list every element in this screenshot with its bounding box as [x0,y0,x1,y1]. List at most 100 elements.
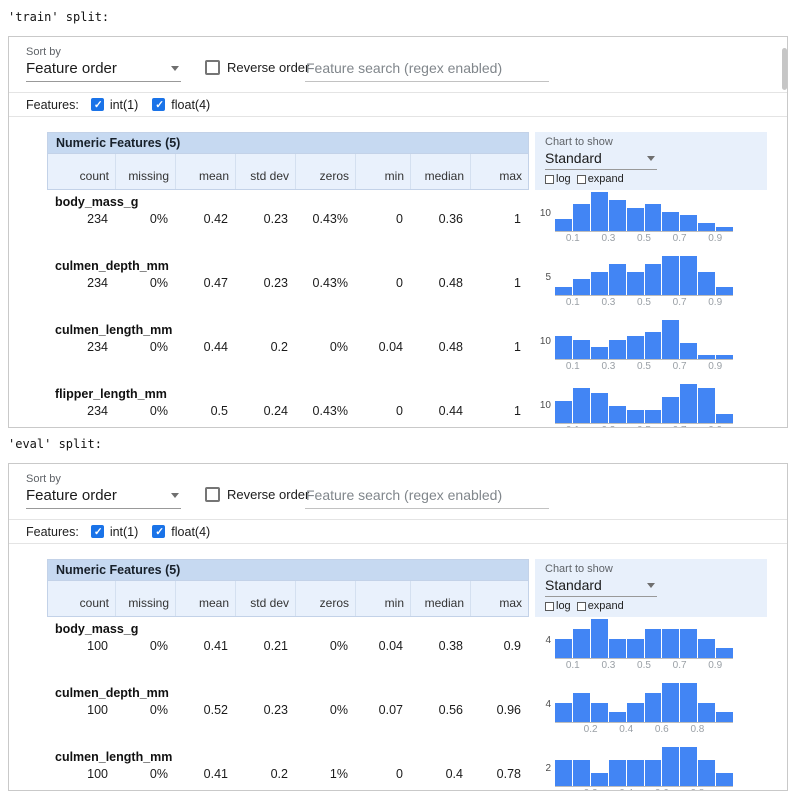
stat-cell: 1 [514,276,521,290]
feature-row: flipper_length_mm 234 0% 0.5 0.24 0.43% 0 0.44 1… [47,382,767,427]
histogram-bar [626,335,644,359]
histogram-bar [644,203,662,231]
feature-name: culmen_length_mm [55,323,173,337]
chart-type-select[interactable]: Standard [545,149,657,170]
col-header-zeros: zeros [295,154,355,189]
chart-type-select[interactable]: Standard [545,576,657,597]
feature-histogram: 10 0.1 0.3 0.5 0.7 0.9 [535,190,767,254]
histogram-plot: 0.1 0.3 0.5 0.7 0.9 [555,192,734,245]
x-tick-label: 0.9 [708,233,723,244]
histogram-bar [590,271,608,295]
stat-cell: 0.9 [503,639,521,653]
checkbox-unchecked-icon [576,174,586,184]
sort-by-group: Sort by Feature order [26,46,181,82]
feature-stats: body_mass_g 100 0% 0.41 0.21 0% 0.04 0.38 0.9 [47,617,529,681]
x-tick-label: 0.4 [619,724,634,735]
col-header-max: max [470,154,528,189]
sort-by-select[interactable]: Feature order [26,58,181,82]
stat-cell: 0.48 [438,276,463,290]
chevron-down-icon [647,155,655,161]
stat-cell: 0.96 [496,703,521,717]
x-tick-label: 0.3 [601,233,616,244]
table-title: Numeric Features (5) [48,560,528,581]
feature-search-input[interactable] [305,485,549,509]
feature-row: culmen_depth_mm 100 0% 0.52 0.23 0% 0.07 0.56 0.… [47,681,767,745]
feature-filter-int[interactable]: int(1) [90,525,138,539]
feature-filter-float[interactable]: float(4) [152,98,210,112]
reverse-order-checkbox[interactable]: Reverse order [205,487,309,502]
controls-row: Sort by Feature order Reverse order [9,37,787,93]
stat-cell: 0 [396,404,403,418]
histogram-bar [680,256,698,295]
y-axis-tick-label: 10 [539,400,551,411]
histogram-bar [716,648,734,658]
sort-by-select[interactable]: Feature order [26,485,181,509]
feature-values: 234 0% 0.42 0.23 0.43% 0 0.36 1 [47,211,529,226]
histogram-bar [555,638,572,658]
table-rows: body_mass_g 234 0% 0.42 0.23 0.43% 0 0.36 1 10 0.1… [47,190,767,427]
histogram-bar [608,199,626,231]
histogram-bar [608,759,626,786]
checkbox-unchecked-icon [205,60,220,75]
feature-row: culmen_length_mm 234 0% 0.44 0.2 0% 0.04 0.48 1 1… [47,318,767,382]
x-tick-label: 0.7 [672,361,687,372]
facets-overview-panel: Sort by Feature order Reverse order Feat… [8,463,788,791]
y-axis-tick-label: 4 [545,635,551,646]
split-section-train: 'train' split: Sort by Feature order Rev… [8,10,788,428]
histogram-bar [662,747,680,786]
facets-overview-panel: Sort by Feature order Reverse order Feat… [8,36,788,428]
histogram-bar [590,773,608,786]
x-tick-label: 0.7 [672,233,687,244]
feature-name: body_mass_g [55,195,139,209]
histogram-bar [608,638,626,658]
histogram-bar [662,683,680,722]
reverse-order-checkbox[interactable]: Reverse order [205,60,309,75]
feature-stats: flipper_length_mm 234 0% 0.5 0.24 0.43% 0 0.44 1 [47,382,529,427]
feature-values: 234 0% 0.47 0.23 0.43% 0 0.48 1 [47,275,529,290]
histogram-bars [555,683,734,723]
feature-name: body_mass_g [55,622,139,636]
histogram-bar [680,343,698,359]
x-tick-label: 0.8 [690,724,705,735]
feature-stats: culmen_length_mm 100 0% 0.41 0.2 1% 0 0.4 0.78 [47,745,529,790]
features-filter-row: Features: int(1) float(4) [9,93,787,117]
expand-checkbox[interactable]: expand [576,173,624,185]
stat-cell: 0.42 [203,212,228,226]
feature-name: culmen_depth_mm [55,686,169,700]
stat-cell: 0.07 [378,703,403,717]
scrollbar-thumb[interactable] [782,48,787,90]
features-label: Features: [26,524,79,539]
stat-cell: 0 [396,767,403,781]
x-tick-label: 0.9 [708,297,723,308]
reverse-order-label: Reverse order [227,487,310,502]
expand-checkbox[interactable]: expand [576,600,624,612]
log-checkbox[interactable]: log [545,600,571,612]
log-checkbox[interactable]: log [545,173,571,185]
histogram-bar [572,388,590,423]
checkbox-checked-icon [90,98,104,111]
col-header-median: median [410,154,470,189]
feature-search-input[interactable] [305,58,549,82]
histogram-bar [698,271,716,295]
sort-by-group: Sort by Feature order [26,473,181,509]
stat-cell: 0.21 [263,639,288,653]
feature-filter-int[interactable]: int(1) [90,98,138,112]
histogram-bar [680,628,698,658]
stat-cell: 0.2 [270,340,288,354]
histogram-bar [698,638,716,658]
x-tick-label: 0.3 [601,425,615,427]
histogram-bar [572,279,590,295]
x-tick-label: 0.9 [708,425,722,427]
feature-filter-float[interactable]: float(4) [152,525,210,539]
stat-cell: 100 [87,639,108,653]
checkbox-unchecked-icon [205,487,220,502]
stat-cell: 1 [514,404,521,418]
histogram-bar [680,747,698,786]
histogram-bar [590,347,608,359]
histogram-bar [680,683,698,722]
x-axis-tick-labels: 0.1 0.3 0.5 0.7 0.9 [555,424,733,427]
stat-cell: 0% [149,767,168,781]
feature-histogram: 5 0.1 0.3 0.5 0.7 0.9 [535,254,767,318]
y-axis-tick-label: 4 [545,699,551,710]
y-axis-tick-label: 2 [545,763,551,774]
